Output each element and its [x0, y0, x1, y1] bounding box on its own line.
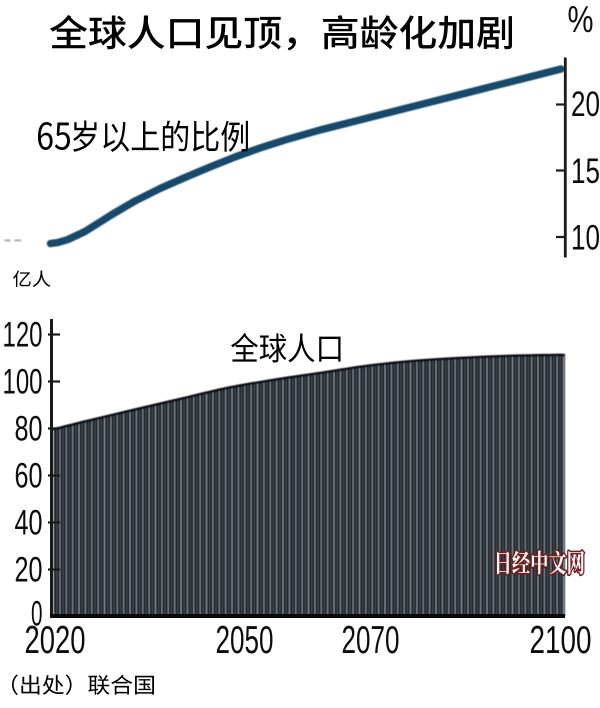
- svg-text:60: 60: [15, 457, 43, 496]
- svg-text:100: 100: [3, 363, 43, 402]
- svg-text:120: 120: [3, 316, 43, 355]
- svg-text:0: 0: [31, 595, 43, 634]
- svg-text:2070: 2070: [342, 619, 400, 662]
- svg-text:20: 20: [15, 551, 43, 590]
- svg-text:40: 40: [15, 504, 43, 543]
- svg-text:10: 10: [571, 219, 600, 258]
- svg-text:80: 80: [15, 410, 43, 449]
- svg-text:2020: 2020: [25, 619, 86, 662]
- svg-text:2050: 2050: [216, 619, 274, 662]
- svg-text:15: 15: [571, 152, 600, 191]
- svg-text:20: 20: [571, 85, 600, 124]
- svg-text:%: %: [568, 0, 594, 40]
- svg-text:2100: 2100: [530, 619, 592, 662]
